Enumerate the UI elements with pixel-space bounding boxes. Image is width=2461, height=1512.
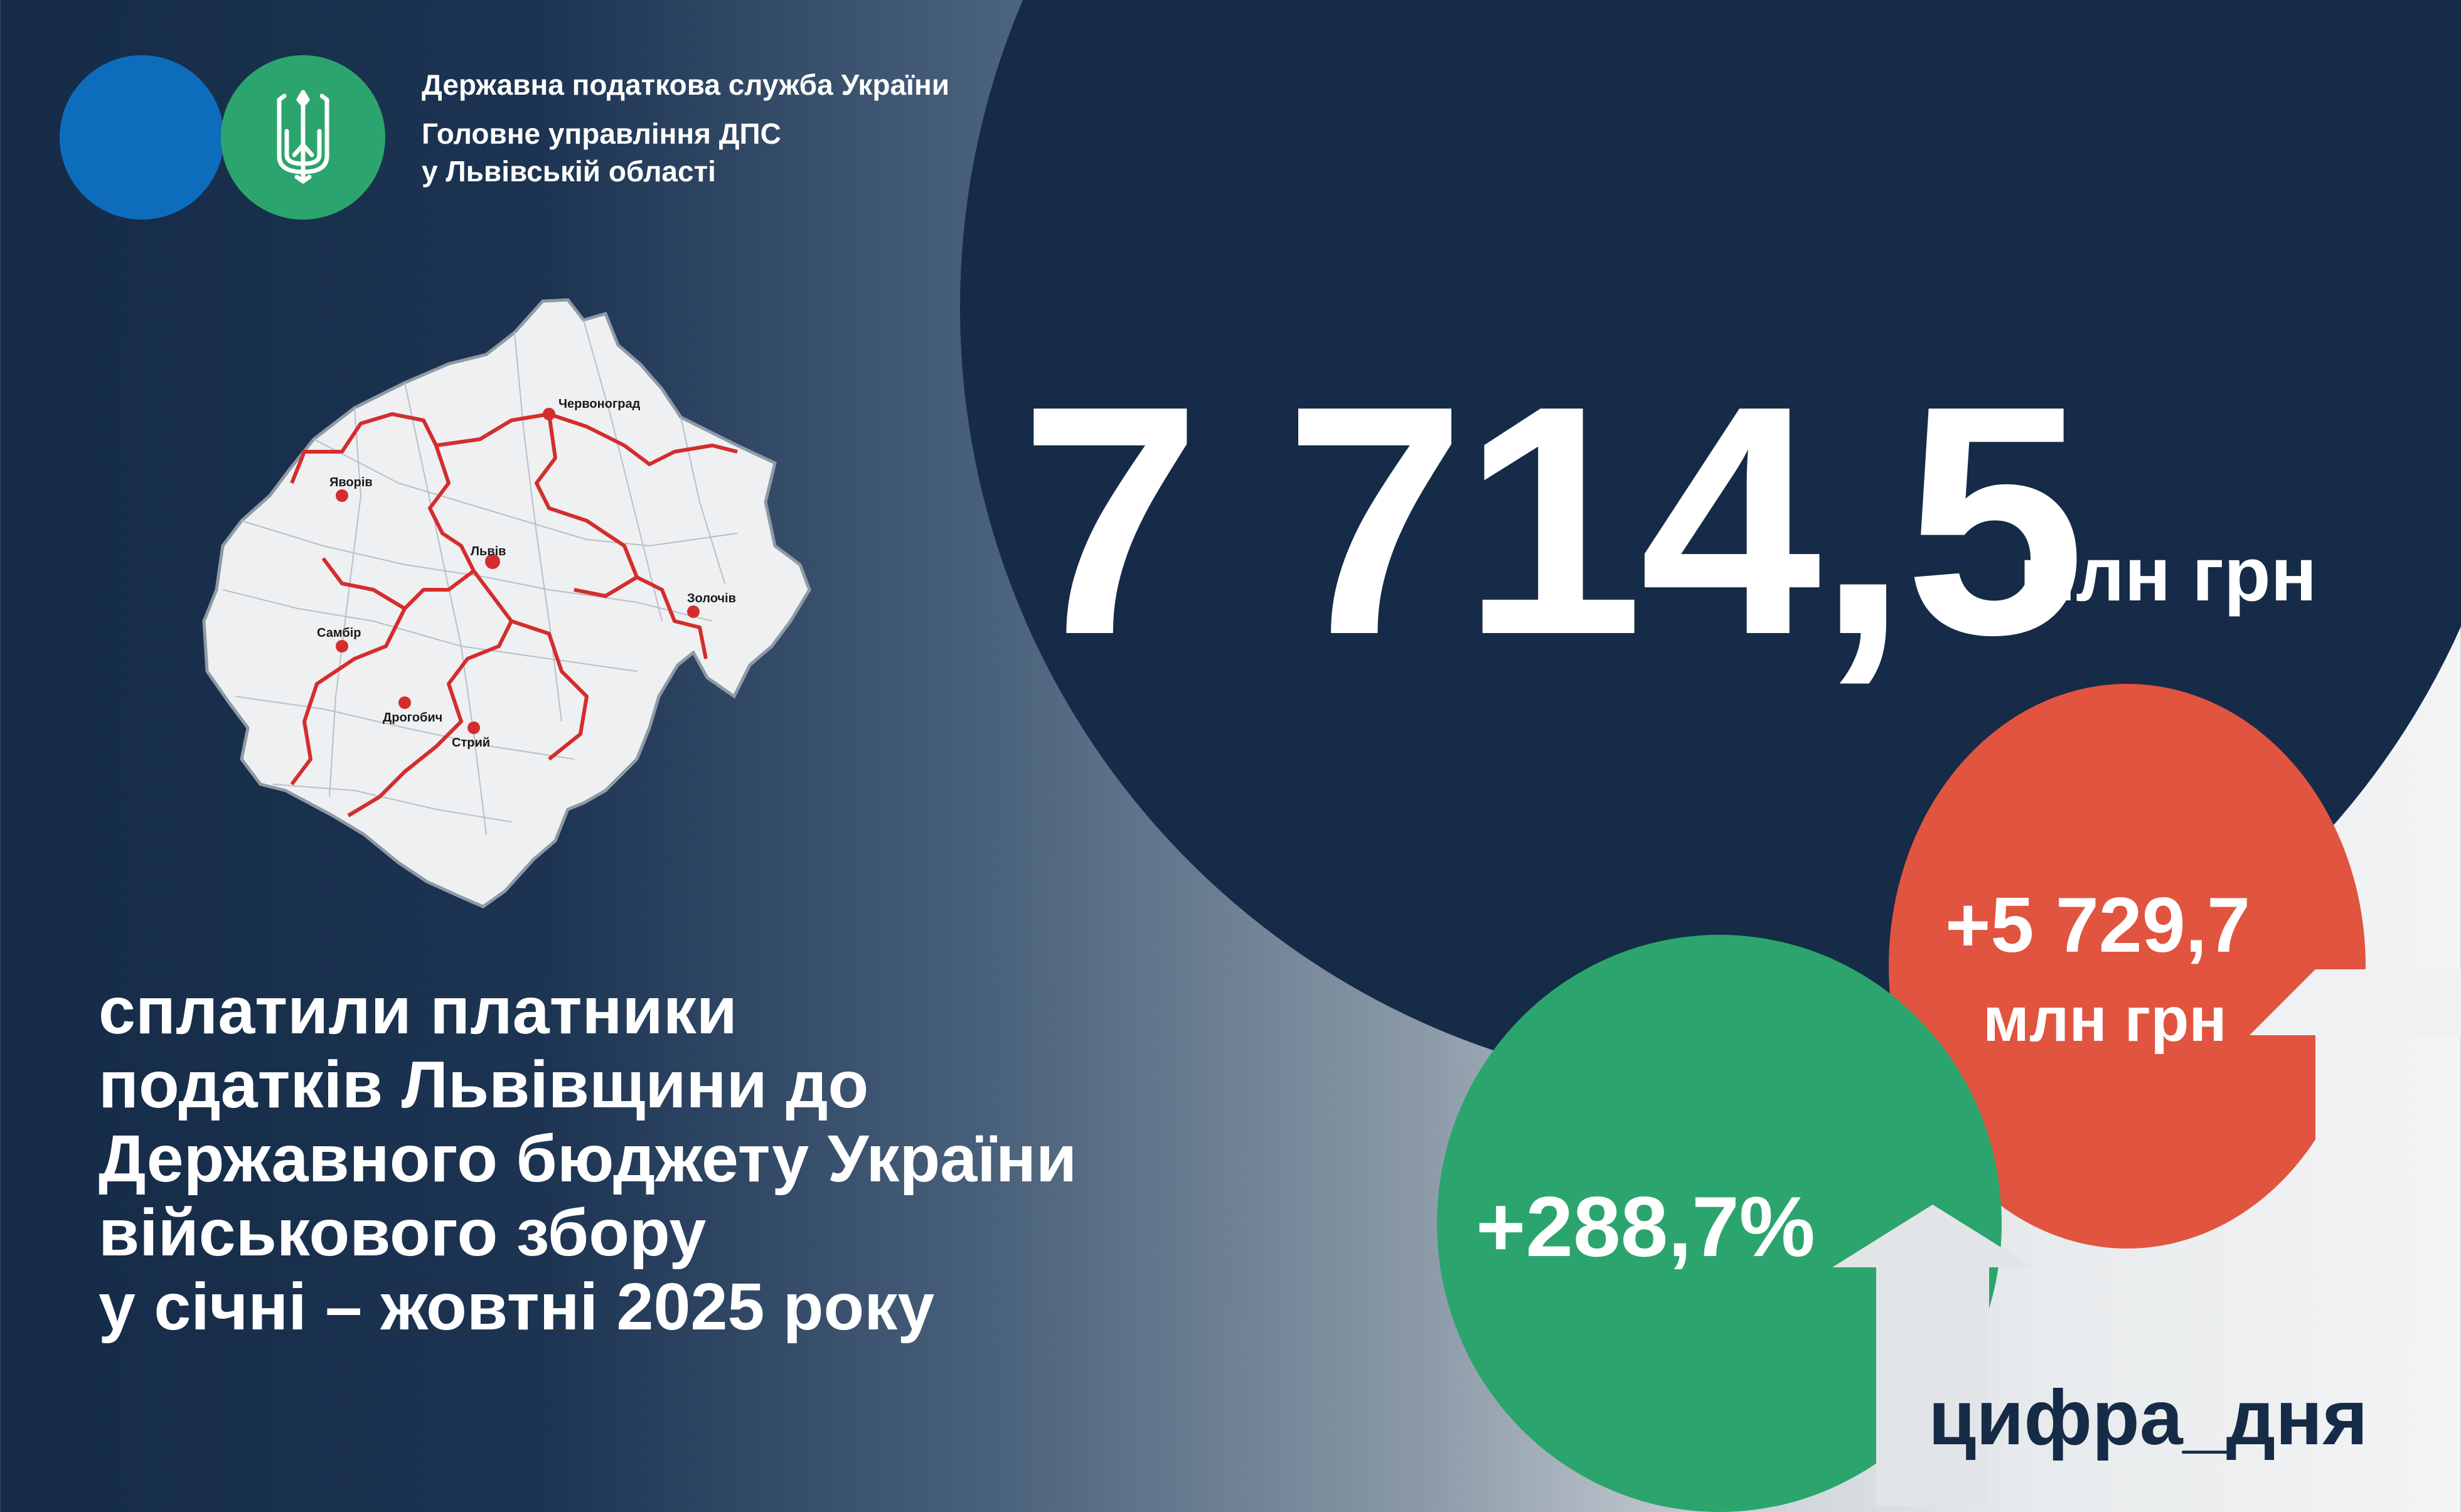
map-city-marker bbox=[398, 696, 411, 709]
dps-logo-green-circle bbox=[221, 55, 385, 220]
map-city-label: Яворів bbox=[329, 476, 373, 489]
main-amount-unit: млн грн bbox=[2019, 531, 2317, 617]
map-city-label: Червоноград bbox=[558, 397, 641, 411]
map-city-label: Стрий bbox=[452, 736, 490, 750]
org-region: у Львівській області bbox=[422, 155, 716, 188]
red-up-arrow-icon bbox=[2250, 969, 2461, 1248]
map-city-label: Самбір bbox=[317, 626, 361, 640]
green-up-arrow-icon bbox=[1832, 1205, 2033, 1506]
description-line: військового збору bbox=[99, 1196, 707, 1270]
increase-amount-unit: млн грн bbox=[1983, 984, 2227, 1055]
description-line: Державного бюджету України bbox=[99, 1122, 1077, 1196]
map-city-marker bbox=[543, 408, 555, 420]
description-line: податків Львівщини до bbox=[99, 1048, 869, 1122]
map-city-marker bbox=[485, 554, 500, 569]
map-city-label: Львів bbox=[471, 545, 506, 558]
map-city-marker bbox=[467, 721, 480, 734]
trident-icon bbox=[277, 90, 329, 184]
description-line: у січні – жовтні 2025 року bbox=[99, 1270, 935, 1344]
hashtag: цифра_дня bbox=[1928, 1375, 2368, 1461]
map-city-label: Дрогобич bbox=[383, 711, 442, 725]
lviv-oblast-map: Червоноград Яворів Львів Золочів Самбір … bbox=[202, 298, 811, 908]
description: сплатили платники податків Львівщини до … bbox=[99, 974, 1077, 1344]
dps-logo-blue-circle bbox=[60, 55, 224, 220]
org-department: Головне управління ДПС bbox=[422, 117, 781, 150]
map-city-label: Золочів bbox=[687, 592, 736, 605]
map-city-marker bbox=[687, 605, 700, 618]
increase-percent: +288,7% bbox=[1476, 1179, 1815, 1274]
increase-amount: +5 729,7 bbox=[1945, 882, 2251, 969]
description-line: сплатили платники bbox=[99, 974, 737, 1048]
main-amount: 7 714,5 bbox=[1020, 338, 2086, 703]
map-city-marker bbox=[336, 489, 348, 502]
org-name: Державна податкова служба України bbox=[422, 68, 950, 101]
map-city-marker bbox=[336, 640, 348, 652]
